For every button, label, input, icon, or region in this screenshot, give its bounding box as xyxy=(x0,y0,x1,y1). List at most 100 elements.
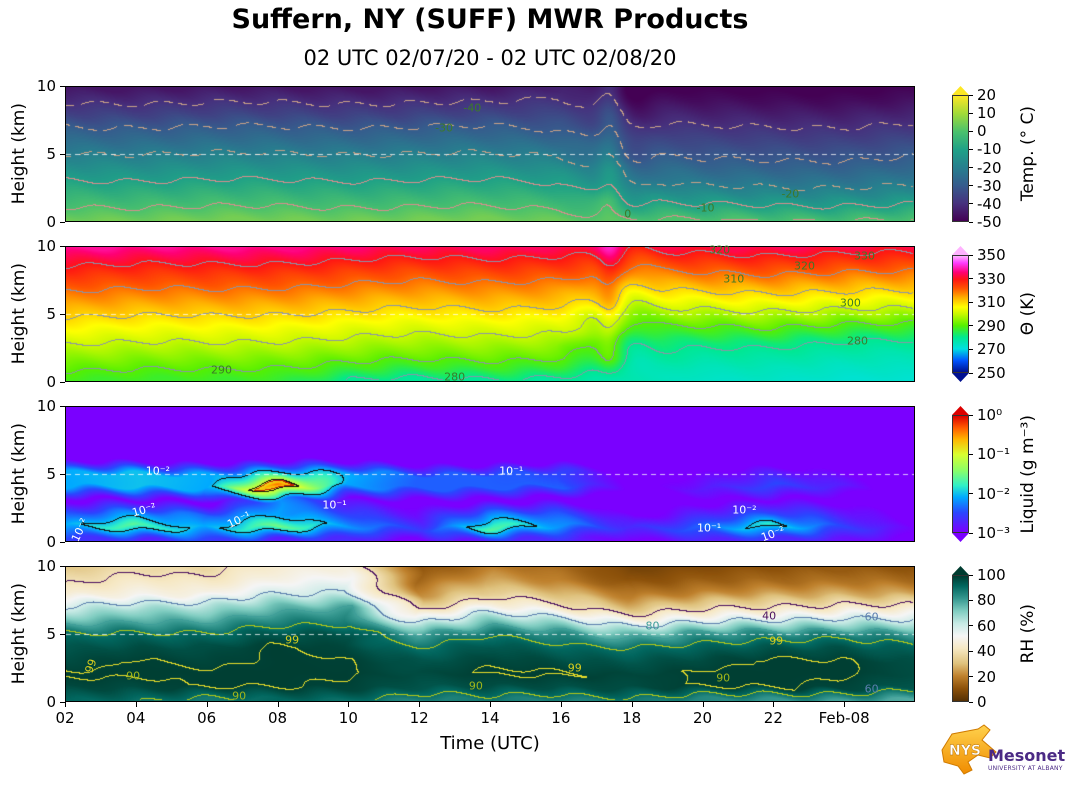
colorbar-tick-mark xyxy=(969,254,973,256)
colorbar-tick-mark xyxy=(969,493,973,495)
colorbar-tick-label: 0 xyxy=(977,693,987,711)
panel-liquid: Height (km) 0 5 10 10⁻² 10⁻¹ 10⁻¹ 10⁻² 10⁻¹ 10⁻… xyxy=(0,397,1066,551)
colorbar-tick-label: 20 xyxy=(977,667,997,686)
y-tick-label: 5 xyxy=(46,625,56,643)
x-tick-mark xyxy=(844,702,846,707)
y-axis-ticks: 0 5 10 xyxy=(30,77,58,231)
logo-university-text: UNIVERSITY AT ALBANY xyxy=(988,765,1063,772)
liquid-colorbar-label: Liquid (g m⁻³) xyxy=(1018,414,1038,534)
y-axis-label: Height (km) xyxy=(9,103,29,205)
x-tick-label: 06 xyxy=(197,709,217,727)
colorbar-tick-label: -20 xyxy=(977,158,1002,177)
x-tick-mark xyxy=(65,702,66,707)
colorbar-tick-mark xyxy=(969,167,973,169)
colorbar-tick-mark xyxy=(969,185,973,187)
colorbar-tick-label: 10⁻² xyxy=(977,484,1011,503)
y-tick-mark xyxy=(60,701,65,703)
colorbar-tick-label: 10 xyxy=(977,104,997,123)
temperature-colorbar-label: Temp. (° C) xyxy=(1018,106,1038,202)
colorbar-tick-mark xyxy=(969,372,973,374)
colorbar-tick-mark xyxy=(969,650,973,652)
liquid-colorbar: 10⁰ 10⁻¹ 10⁻² 10⁻³ Liquid (g m⁻³) xyxy=(952,406,1066,542)
y-axis-label: Height (km) xyxy=(9,423,29,525)
x-tick-mark xyxy=(490,702,491,707)
rh-colorbar: 100 80 60 40 20 0 RH (%) xyxy=(952,566,1066,711)
colorbar-tick-mark xyxy=(969,94,973,96)
x-tick-mark xyxy=(206,702,208,707)
colorbar-tick-mark xyxy=(969,676,973,678)
panel-theta: Height (km) 0 5 10 320 330 320 310 300 280 290 28… xyxy=(0,237,1066,391)
x-tick-label: 18 xyxy=(622,709,642,727)
y-tick-mark xyxy=(60,381,65,383)
colorbar-tick-mark xyxy=(969,112,973,114)
panel-temperature: Height (km) 0 5 10 -40 -30 0 -10 -20 20 10 0 -10-… xyxy=(0,77,1066,231)
y-tick-mark xyxy=(60,565,65,567)
temperature-heatmap-canvas xyxy=(66,87,914,221)
y-tick-label: 5 xyxy=(46,465,56,483)
colorbar-tick-mark xyxy=(969,701,973,703)
colorbar-tick-label: -40 xyxy=(977,194,1002,213)
colorbar-tick-label: 80 xyxy=(977,591,997,610)
y-axis-label: Height (km) xyxy=(9,263,29,365)
colorbar-tick-mark xyxy=(969,325,973,327)
colorbar-tick-label: 270 xyxy=(977,340,1006,359)
y-tick-label: 5 xyxy=(46,145,56,163)
x-tick-label: 14 xyxy=(480,709,500,727)
y-axis-ticks: 0 5 10 xyxy=(30,237,58,391)
colorbar-tick-label: -10 xyxy=(977,140,1002,159)
y-tick-mark xyxy=(60,245,65,247)
x-tick-mark xyxy=(631,702,633,707)
colorbar-tick-mark xyxy=(969,348,973,350)
y-tick-label: 10 xyxy=(36,397,56,415)
colorbar-tick-label: -50 xyxy=(977,213,1002,231)
y-tick-mark xyxy=(60,541,65,543)
colorbar-tick-mark xyxy=(969,574,973,576)
x-tick-mark xyxy=(348,702,350,707)
colorbar-tick-label: 100 xyxy=(977,566,1006,584)
x-tick-label: 10 xyxy=(338,709,358,727)
y-tick-mark xyxy=(60,633,65,635)
y-tick-mark xyxy=(60,313,65,315)
colorbar-tick-label: 10⁰ xyxy=(977,406,1003,424)
x-tick-label: 16 xyxy=(551,709,571,727)
colorbar-tick-mark xyxy=(969,130,973,132)
colorbar-tick-mark xyxy=(969,278,973,280)
colorbar-tick-label: 40 xyxy=(977,642,997,661)
y-tick-label: 10 xyxy=(36,77,56,95)
y-tick-mark xyxy=(60,153,65,155)
colorbar-tick-mark xyxy=(969,414,973,416)
figure-title: Suffern, NY (SUFF) MWR Products xyxy=(231,4,749,35)
y-tick-label: 0 xyxy=(46,693,56,711)
theta-colorbar-label: Θ (K) xyxy=(1018,292,1038,336)
rh-heatmap-canvas xyxy=(66,567,914,701)
theta-heatmap-canvas xyxy=(66,247,914,381)
colorbar-tick-mark xyxy=(969,599,973,601)
x-tick-label: 22 xyxy=(763,709,783,727)
y-tick-mark xyxy=(60,85,65,87)
x-axis: 02 04 06 08 10 12 14 16 18 20 22 Feb-08 xyxy=(55,702,915,732)
colorbar-tick-mark xyxy=(969,532,973,534)
temperature-plot: -40 -30 0 -10 -20 xyxy=(65,86,915,222)
ny-state-icon: NYS xyxy=(941,724,997,775)
y-tick-label: 0 xyxy=(46,533,56,551)
logo-nys-text: NYS xyxy=(949,743,981,759)
y-tick-label: 10 xyxy=(36,557,56,575)
x-tick-mark xyxy=(560,702,562,707)
x-tick-mark xyxy=(702,702,704,707)
y-tick-label: 0 xyxy=(46,373,56,391)
colorbar-tick-label: 310 xyxy=(977,293,1006,312)
colorbar-tick-label: 250 xyxy=(977,364,1006,382)
x-tick-label: 12 xyxy=(409,709,429,727)
y-tick-label: 10 xyxy=(36,237,56,255)
colorbar-tick-mark xyxy=(969,148,973,150)
x-tick-mark xyxy=(773,702,775,707)
y-tick-label: 0 xyxy=(46,213,56,231)
x-tick-mark xyxy=(135,702,137,707)
nys-mesonet-logo: NYS Mesonet UNIVERSITY AT ALBANY xyxy=(938,716,1065,802)
liquid-plot: 10⁻² 10⁻¹ 10⁻¹ 10⁻² 10⁻¹ 10⁻² 10⁻² 10⁻¹ 10⁻² xyxy=(65,406,915,544)
x-tick-label: 02 xyxy=(55,709,75,727)
x-tick-mark xyxy=(277,702,279,707)
x-tick-mark xyxy=(419,702,421,707)
colorbar-tick-label: 60 xyxy=(977,616,997,635)
